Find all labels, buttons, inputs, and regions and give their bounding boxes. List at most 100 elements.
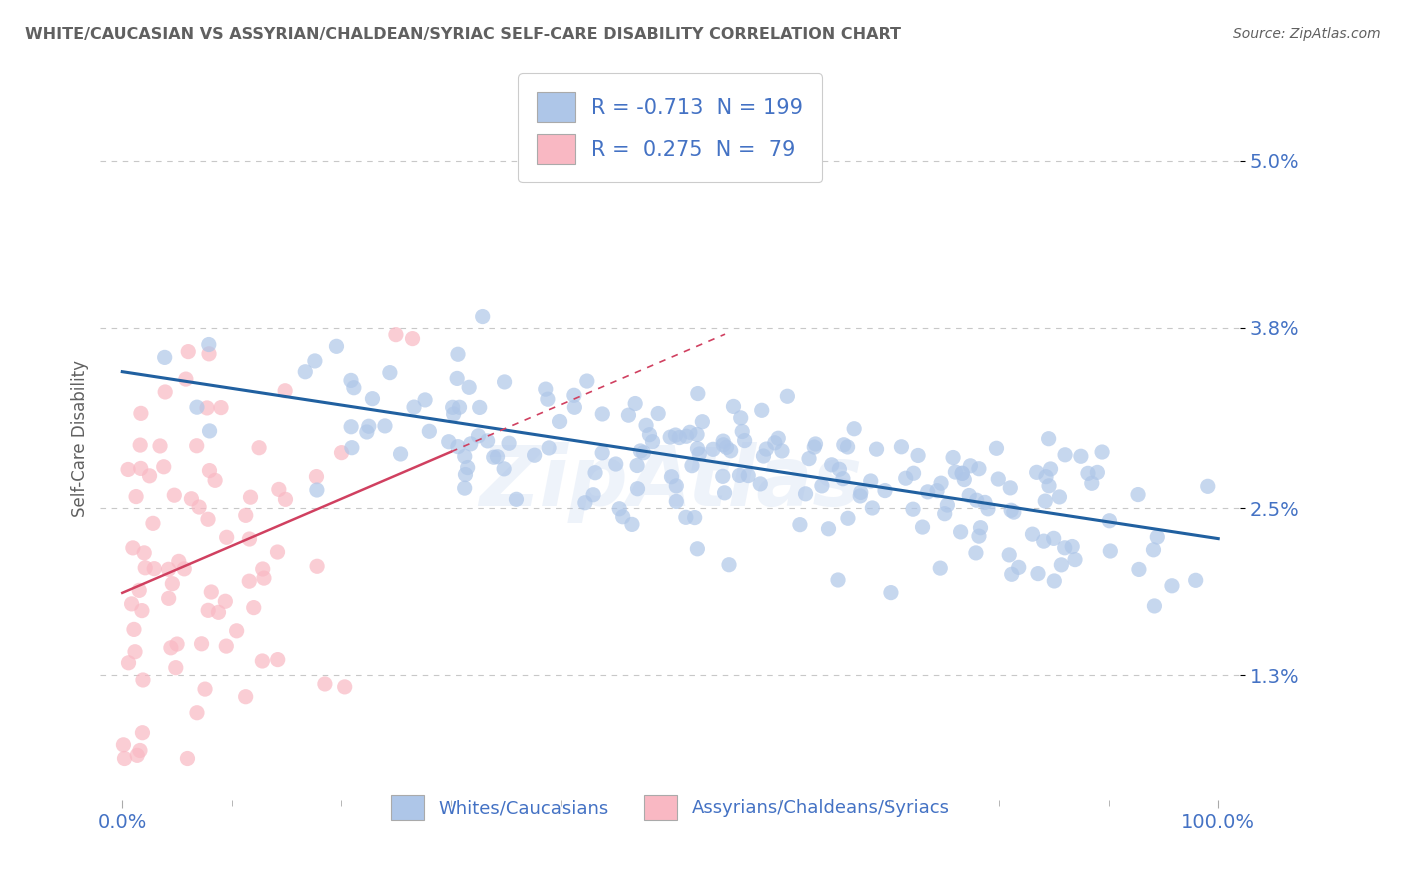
Point bbox=[936, 498, 959, 512]
Point bbox=[117, 462, 139, 476]
Point bbox=[607, 501, 630, 516]
Point bbox=[494, 375, 516, 389]
Point bbox=[688, 447, 710, 461]
Point bbox=[142, 516, 165, 531]
Point bbox=[252, 562, 274, 576]
Point bbox=[612, 509, 634, 524]
Point bbox=[1025, 466, 1047, 480]
Point bbox=[832, 438, 855, 452]
Text: ZipAtlas: ZipAtlas bbox=[478, 442, 862, 523]
Point bbox=[340, 419, 363, 434]
Point bbox=[1197, 479, 1219, 493]
Point bbox=[215, 530, 238, 544]
Point bbox=[235, 690, 257, 704]
Point bbox=[686, 442, 709, 456]
Point bbox=[675, 510, 697, 524]
Point bbox=[214, 594, 236, 608]
Point bbox=[1000, 503, 1022, 517]
Point bbox=[134, 546, 156, 560]
Point bbox=[665, 479, 688, 493]
Point bbox=[965, 546, 987, 560]
Point bbox=[374, 418, 396, 433]
Point bbox=[167, 554, 190, 568]
Point bbox=[562, 388, 585, 402]
Point bbox=[343, 381, 366, 395]
Point bbox=[1021, 527, 1043, 541]
Point bbox=[998, 548, 1021, 562]
Point bbox=[198, 464, 221, 478]
Point bbox=[626, 482, 648, 496]
Point bbox=[770, 444, 793, 458]
Point bbox=[967, 461, 990, 475]
Point bbox=[389, 447, 412, 461]
Legend: Whites/Caucasians, Assyrians/Chaldeans/Syriacs: Whites/Caucasians, Assyrians/Chaldeans/S… bbox=[377, 780, 965, 835]
Point bbox=[591, 446, 613, 460]
Point bbox=[198, 347, 221, 361]
Point bbox=[1126, 487, 1149, 501]
Point bbox=[804, 437, 827, 451]
Point bbox=[1091, 445, 1114, 459]
Point bbox=[157, 562, 180, 576]
Point bbox=[356, 425, 378, 439]
Point bbox=[950, 467, 973, 481]
Point bbox=[564, 401, 586, 415]
Point bbox=[574, 496, 596, 510]
Point bbox=[945, 465, 967, 479]
Point bbox=[330, 445, 353, 459]
Point bbox=[974, 495, 997, 509]
Point bbox=[174, 372, 197, 386]
Point bbox=[122, 541, 145, 555]
Point bbox=[186, 400, 208, 414]
Point bbox=[267, 483, 290, 497]
Point bbox=[755, 442, 778, 456]
Point bbox=[194, 682, 217, 697]
Point bbox=[849, 489, 872, 503]
Point bbox=[162, 576, 184, 591]
Point bbox=[122, 623, 145, 637]
Point bbox=[124, 645, 146, 659]
Point bbox=[865, 442, 887, 457]
Point bbox=[357, 419, 380, 434]
Point bbox=[617, 408, 640, 422]
Point bbox=[454, 450, 477, 464]
Point bbox=[967, 529, 990, 543]
Point bbox=[209, 401, 232, 415]
Point bbox=[125, 490, 148, 504]
Point bbox=[1081, 476, 1104, 491]
Point bbox=[844, 422, 866, 436]
Point bbox=[711, 438, 734, 452]
Point bbox=[1070, 450, 1092, 464]
Point bbox=[668, 431, 690, 445]
Point bbox=[907, 449, 929, 463]
Point bbox=[131, 725, 153, 739]
Point bbox=[215, 639, 238, 653]
Point bbox=[575, 374, 598, 388]
Point bbox=[1085, 466, 1108, 480]
Point bbox=[314, 677, 336, 691]
Point bbox=[591, 407, 613, 421]
Point bbox=[911, 520, 934, 534]
Point bbox=[894, 471, 917, 485]
Point bbox=[827, 573, 849, 587]
Point bbox=[859, 474, 882, 488]
Point bbox=[605, 457, 627, 471]
Point bbox=[683, 510, 706, 524]
Point bbox=[583, 466, 606, 480]
Point bbox=[460, 437, 482, 451]
Point bbox=[238, 532, 260, 546]
Point bbox=[247, 441, 270, 455]
Point bbox=[723, 400, 745, 414]
Point bbox=[776, 389, 799, 403]
Point bbox=[803, 440, 825, 454]
Point bbox=[582, 488, 605, 502]
Point bbox=[166, 637, 188, 651]
Point bbox=[413, 392, 436, 407]
Point bbox=[548, 415, 571, 429]
Point bbox=[929, 476, 952, 491]
Point bbox=[207, 605, 229, 619]
Point bbox=[1053, 541, 1076, 555]
Point bbox=[198, 337, 221, 351]
Point bbox=[157, 591, 180, 606]
Point bbox=[437, 434, 460, 449]
Point bbox=[361, 392, 384, 406]
